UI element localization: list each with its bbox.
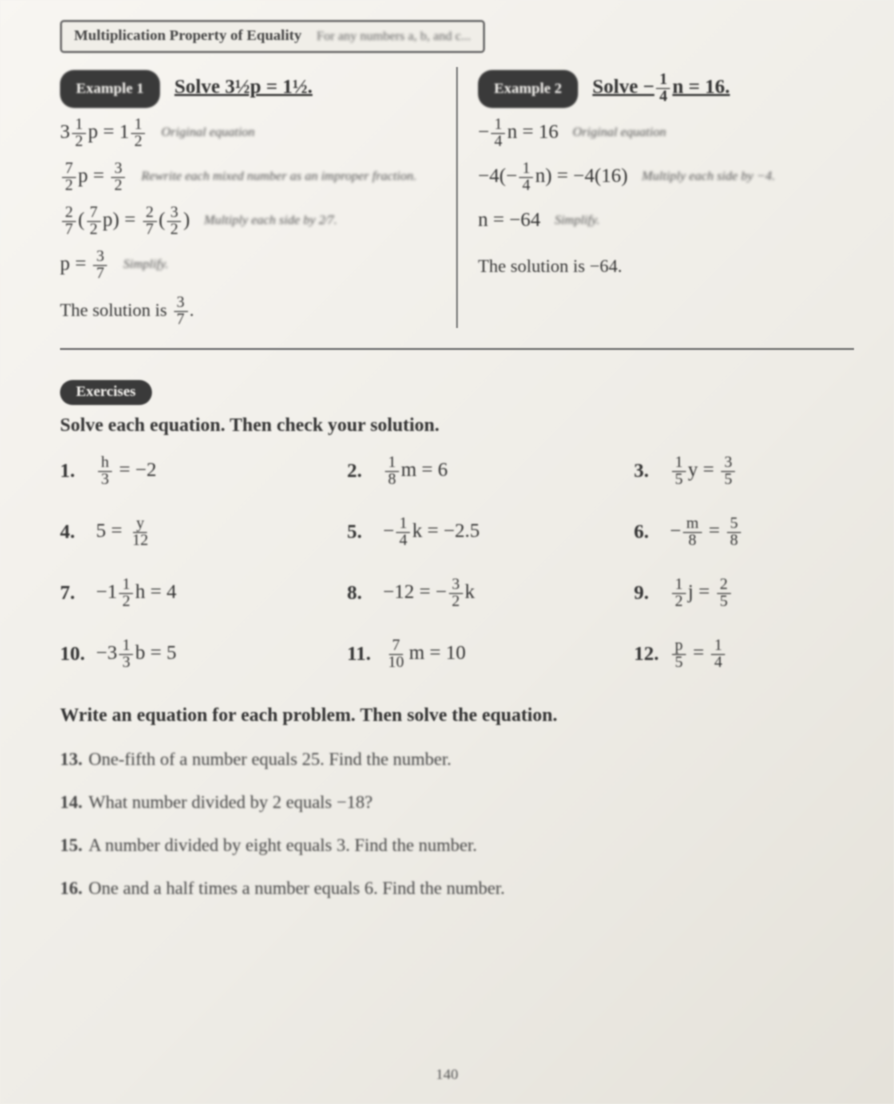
w14-body: What number divided by 2 equals −18? <box>89 792 373 812</box>
problem-8: 8.−12 = −32k <box>347 577 616 610</box>
ex1-step2: 72p = 32 Rewrite each mixed number as an… <box>60 156 436 196</box>
p1-body: h3 = −2 <box>96 455 157 488</box>
word-15: 15.A number divided by eight equals 3. F… <box>60 835 854 856</box>
p6-body: −m8 = 58 <box>670 516 743 549</box>
ex1-step2-note: Rewrite each mixed number as an improper… <box>141 163 436 189</box>
problem-3: 3.15y = 35 <box>634 455 854 488</box>
ex2-step1-note: Original equation <box>573 119 854 145</box>
examples-row: Example 1 Solve 3½p = 1½. 312p = 112 Ori… <box>60 67 854 350</box>
word-13: 13.One-fifth of a number equals 25. Find… <box>60 749 854 770</box>
ex2-step2-math: −4(−14n) = −4(16) <box>478 156 628 196</box>
p11-body: 710m = 10 <box>383 638 466 671</box>
ex2-step2: −4(−14n) = −4(16) Multiply each side by … <box>478 156 854 196</box>
ex1-step1-note: Original equation <box>161 119 436 145</box>
ex2-step1-math: −14n = 16 <box>478 112 559 152</box>
p4-body: 5 = y12 <box>96 516 153 549</box>
problem-6: 6.−m8 = 58 <box>634 516 854 549</box>
ex1-step4-math: p = 37 <box>60 244 109 284</box>
problem-11: 11.710m = 10 <box>347 638 616 671</box>
exercises-pill: Exercises <box>60 380 152 405</box>
problem-7: 7.−112h = 4 <box>60 577 329 610</box>
p3-body: 15y = 35 <box>670 455 737 488</box>
ex2-step2-note: Multiply each side by −4. <box>642 163 854 189</box>
w15-body: A number divided by eight equals 3. Find… <box>89 835 477 855</box>
example1-heading: Solve 3½p = 1½. <box>174 76 312 98</box>
p12-body: p5 = 14 <box>670 638 727 671</box>
ex1-step4: p = 37 Simplify. <box>60 244 436 284</box>
ex1-step3-note: Multiply each side by 2⁄7. <box>204 207 436 233</box>
ex1-solution: The solution is 37. <box>60 292 436 328</box>
w16-body: One and a half times a number equals 6. … <box>89 878 505 898</box>
example-right: Example 2 Solve −14n = 16. −14n = 16 Ori… <box>478 67 854 284</box>
problem-9: 9.12j = 25 <box>634 577 854 610</box>
ex2-step3-note: Simplify. <box>555 207 854 233</box>
page-number: 140 <box>436 1067 459 1084</box>
p8-body: −12 = −32k <box>383 577 475 610</box>
word-16: 16.One and a half times a number equals … <box>60 878 854 899</box>
example1-pill: Example 1 <box>60 70 160 108</box>
ex1-step1: 312p = 112 Original equation <box>60 112 436 152</box>
ex2-step3: n = −64 Simplify. <box>478 200 854 240</box>
ex1-step1-math: 312p = 112 <box>60 112 147 152</box>
property-box: Multiplication Property of Equality For … <box>60 20 485 53</box>
problem-4: 4.5 = y12 <box>60 516 329 549</box>
property-note: For any numbers a, b, and c... <box>317 28 471 43</box>
problem-grid: 1.h3 = −2 2.18m = 6 3.15y = 35 4.5 = y12… <box>60 455 854 671</box>
ex1-step2-math: 72p = 32 <box>60 156 127 196</box>
problem-2: 2.18m = 6 <box>347 455 616 488</box>
example-left: Example 1 Solve 3½p = 1½. 312p = 112 Ori… <box>60 67 436 328</box>
problem-10: 10.−313b = 5 <box>60 638 329 671</box>
example2-pill: Example 2 <box>478 70 578 108</box>
ex2-step3-math: n = −64 <box>478 200 541 240</box>
p7-body: −112h = 4 <box>96 577 177 610</box>
problem-1: 1.h3 = −2 <box>60 455 329 488</box>
word-14: 14.What number divided by 2 equals −18? <box>60 792 854 813</box>
property-label: Multiplication Property of Equality <box>74 28 302 44</box>
ex2-solution: The solution is −64. <box>478 248 854 284</box>
p2-body: 18m = 6 <box>383 455 448 488</box>
exercises-label-row: Exercises <box>60 380 854 405</box>
w13-body: One-fifth of a number equals 25. Find th… <box>89 749 452 769</box>
problem-5: 5.−14k = −2.5 <box>347 516 616 549</box>
exercise-directions: Solve each equation. Then check your sol… <box>60 415 854 437</box>
p5-body: −14k = −2.5 <box>383 516 480 549</box>
p9-body: 12j = 25 <box>670 577 733 610</box>
ex1-step3-math: 27(72p) = 27(32) <box>60 200 190 240</box>
p10-body: −313b = 5 <box>96 638 177 671</box>
ex1-step4-note: Simplify. <box>123 251 436 277</box>
word-problem-heading: Write an equation for each problem. Then… <box>60 705 854 727</box>
ex2-step1: −14n = 16 Original equation <box>478 112 854 152</box>
column-divider <box>456 67 458 328</box>
example2-heading: Solve −14n = 16. <box>592 76 729 98</box>
ex1-step3: 27(72p) = 27(32) Multiply each side by 2… <box>60 200 436 240</box>
textbook-page: Multiplication Property of Equality For … <box>0 0 894 1104</box>
problem-12: 12.p5 = 14 <box>634 638 854 671</box>
